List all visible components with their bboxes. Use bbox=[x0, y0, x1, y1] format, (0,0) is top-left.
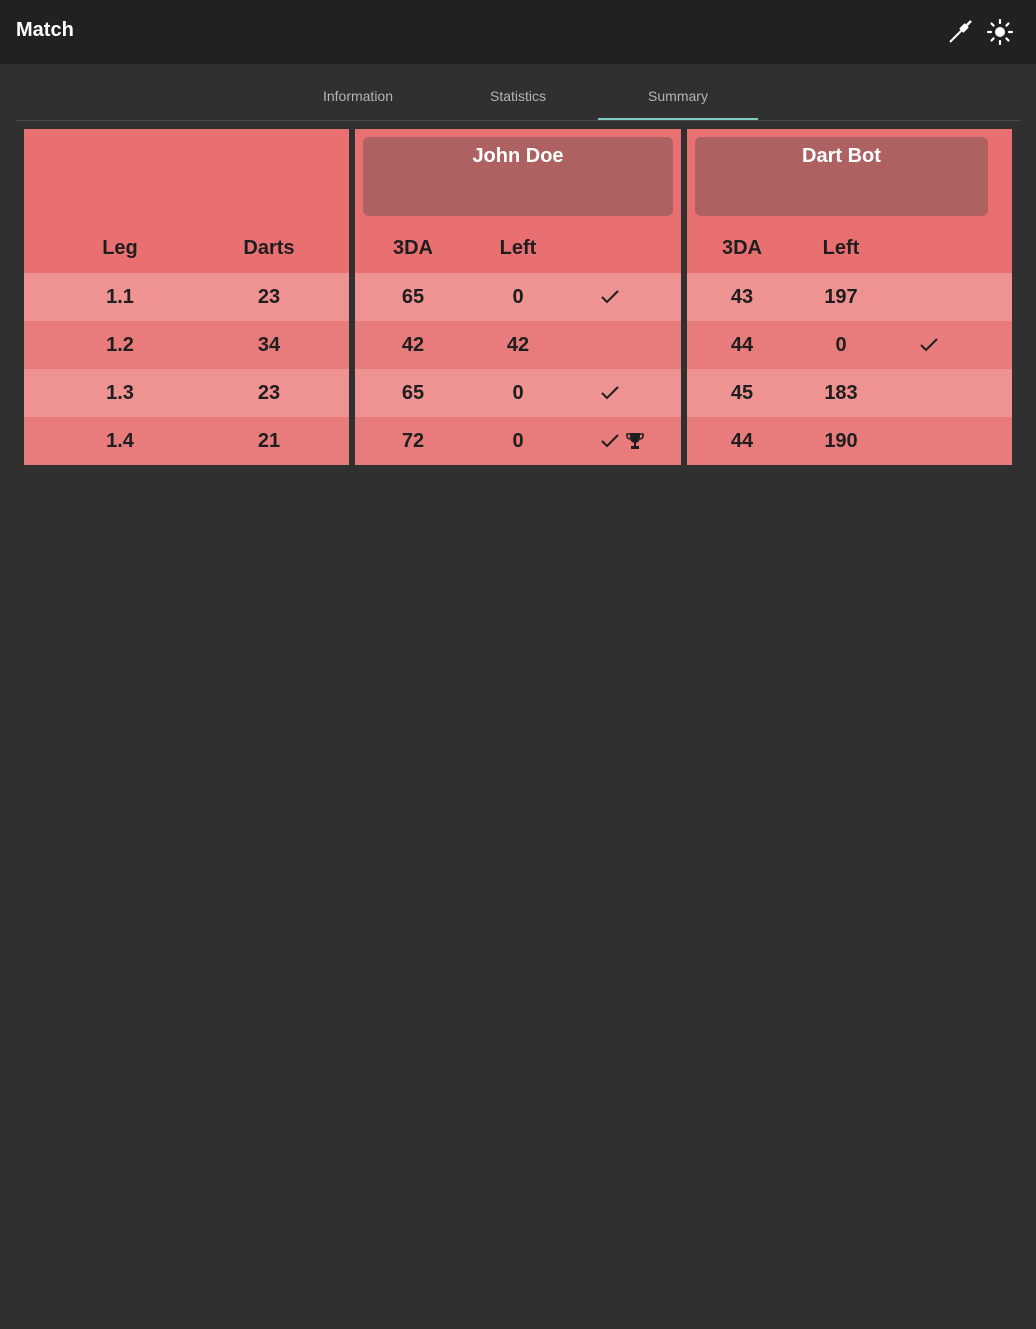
legs-panel: Leg Darts 1.1 23 1.2 34 1.3 23 1.4 21 bbox=[24, 129, 349, 465]
player2-left-cell: 197 bbox=[824, 286, 858, 308]
checkmark-icon bbox=[600, 431, 620, 451]
darts-column-header: Darts bbox=[243, 237, 295, 259]
leg-number-cell: 1.2 bbox=[106, 334, 134, 356]
player1-left-cell: 0 bbox=[512, 430, 524, 452]
tab-bar: Information Statistics Summary bbox=[16, 64, 1020, 121]
player1-panel: John Doe 3DA Left 65 0 42 42 65 0 72 0 bbox=[355, 129, 681, 465]
leg-number-cell: 1.4 bbox=[106, 430, 134, 452]
player2-3da-cell: 44 bbox=[730, 334, 754, 356]
player2-3da-cell: 44 bbox=[730, 430, 754, 452]
player2-left-cell: 190 bbox=[824, 430, 858, 452]
player1-name-box: John Doe bbox=[363, 137, 673, 216]
tab-statistics[interactable]: Statistics bbox=[489, 88, 546, 104]
player1-3da-cell: 42 bbox=[401, 334, 425, 356]
darts-cell: 34 bbox=[257, 334, 281, 356]
player2-name: Dart Bot bbox=[802, 145, 881, 167]
player1-3da-cell: 65 bbox=[401, 286, 425, 308]
player2-name-box: Dart Bot bbox=[695, 137, 988, 216]
checkmark-icon bbox=[600, 287, 620, 307]
table-row: 42 42 bbox=[355, 321, 681, 369]
table-row: 72 0 bbox=[355, 417, 681, 465]
player1-left-cell: 0 bbox=[512, 382, 524, 404]
checkmark-icon bbox=[600, 383, 620, 403]
player2-left-cell: 183 bbox=[824, 382, 858, 404]
player1-name: John Doe bbox=[472, 145, 564, 167]
player1-left-cell: 0 bbox=[512, 286, 524, 308]
table-row: 45 183 bbox=[687, 369, 1012, 417]
player2-3da-header: 3DA bbox=[721, 237, 762, 259]
app-title: Match bbox=[16, 19, 74, 41]
table-row: 44 190 bbox=[687, 417, 1012, 465]
player2-panel: Dart Bot 3DA Left 43 197 44 0 45 183 44 190 bbox=[687, 129, 1012, 465]
darts-cell: 23 bbox=[257, 286, 281, 308]
table-row: 1.2 34 bbox=[24, 321, 349, 369]
player1-left-cell: 42 bbox=[506, 334, 530, 356]
checkmark-icon bbox=[919, 335, 939, 355]
leg-number-cell: 1.1 bbox=[106, 286, 134, 308]
table-row: 1.4 21 bbox=[24, 417, 349, 465]
table-row: 1.3 23 bbox=[24, 369, 349, 417]
player1-left-header: Left bbox=[499, 237, 537, 259]
darts-cell: 23 bbox=[257, 382, 281, 404]
leg-number-cell: 1.3 bbox=[106, 382, 134, 404]
dart-icon[interactable] bbox=[946, 18, 974, 46]
player2-left-cell: 0 bbox=[835, 334, 847, 356]
table-row: 1.1 23 bbox=[24, 273, 349, 321]
table-row: 65 0 bbox=[355, 273, 681, 321]
tab-information[interactable]: Information bbox=[322, 88, 394, 104]
leg-column-header: Leg bbox=[102, 237, 138, 259]
table-row: 65 0 bbox=[355, 369, 681, 417]
brightness-icon[interactable] bbox=[986, 18, 1014, 46]
app-bar: Match bbox=[0, 0, 1036, 64]
player2-left-header: Left bbox=[822, 237, 860, 259]
player1-3da-header: 3DA bbox=[392, 237, 433, 259]
darts-cell: 21 bbox=[257, 430, 281, 452]
player2-3da-cell: 45 bbox=[730, 382, 754, 404]
active-tab-indicator bbox=[598, 118, 758, 120]
table-row: 44 0 bbox=[687, 321, 1012, 369]
table-row: 43 197 bbox=[687, 273, 1012, 321]
player1-3da-cell: 72 bbox=[401, 430, 425, 452]
player1-3da-cell: 65 bbox=[401, 382, 425, 404]
tab-summary[interactable]: Summary bbox=[648, 88, 708, 104]
trophy-icon bbox=[625, 431, 645, 451]
player2-3da-cell: 43 bbox=[730, 286, 754, 308]
